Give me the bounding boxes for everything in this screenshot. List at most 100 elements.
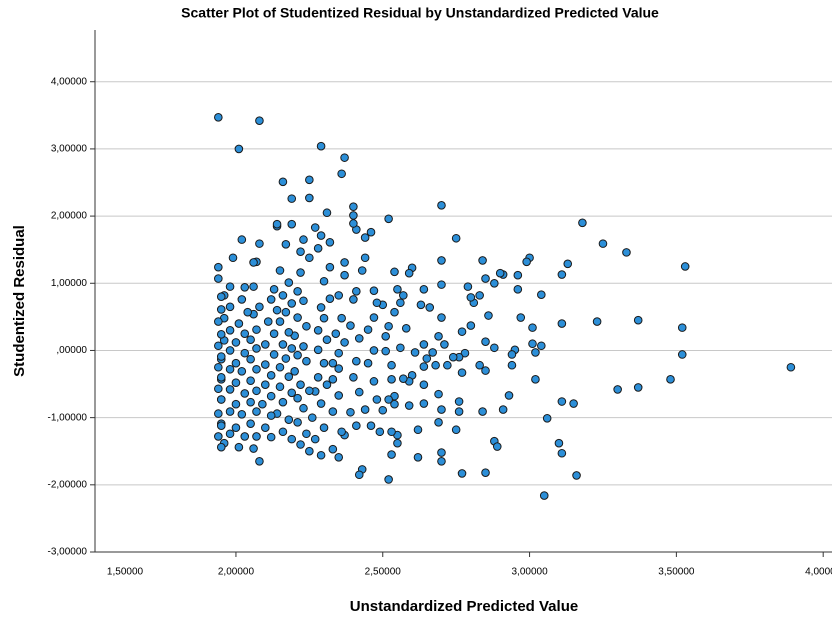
point	[340, 153, 349, 162]
x-tick-label: 2,00000	[218, 567, 255, 578]
point	[216, 373, 226, 382]
point	[454, 397, 464, 406]
point	[490, 343, 499, 353]
point	[319, 276, 329, 286]
point	[307, 413, 317, 422]
point	[378, 405, 388, 415]
point	[680, 262, 690, 271]
point	[498, 405, 508, 414]
point	[246, 335, 255, 345]
point	[677, 323, 687, 332]
point	[240, 348, 250, 358]
point	[504, 391, 514, 400]
point	[216, 305, 226, 314]
point	[299, 235, 308, 244]
point	[413, 452, 423, 462]
point	[384, 214, 393, 224]
point	[513, 270, 523, 280]
point	[214, 262, 223, 272]
point	[542, 414, 552, 423]
point	[214, 274, 223, 283]
point	[281, 240, 291, 249]
point	[366, 421, 376, 430]
point	[363, 325, 373, 334]
point	[278, 291, 288, 300]
point	[269, 350, 279, 359]
point	[466, 293, 476, 302]
point	[243, 307, 252, 317]
point	[422, 354, 432, 363]
point	[431, 360, 440, 370]
point	[299, 403, 308, 413]
point	[384, 395, 393, 404]
point	[349, 295, 358, 304]
point	[419, 285, 429, 294]
point	[275, 266, 285, 275]
point	[437, 280, 446, 289]
point	[272, 219, 282, 229]
point	[302, 356, 311, 366]
point	[252, 364, 261, 374]
point	[369, 313, 379, 322]
point	[484, 311, 493, 320]
point	[216, 395, 226, 404]
point	[293, 418, 302, 427]
point	[237, 366, 247, 376]
point	[516, 313, 526, 322]
point	[319, 358, 329, 368]
point	[337, 313, 346, 323]
point	[437, 201, 446, 210]
point	[554, 438, 564, 448]
point	[263, 317, 273, 326]
point	[340, 270, 349, 280]
y-tick-label: 1,00000	[51, 278, 88, 289]
point	[296, 247, 305, 256]
point	[287, 194, 297, 203]
point	[457, 368, 467, 377]
point	[246, 376, 255, 385]
point	[495, 268, 505, 278]
point	[354, 334, 364, 343]
point	[316, 399, 326, 408]
point	[531, 375, 540, 384]
point	[287, 219, 297, 229]
point	[287, 434, 297, 444]
point	[278, 397, 288, 407]
point	[261, 360, 270, 369]
point	[240, 389, 250, 398]
point	[363, 358, 373, 368]
point	[293, 350, 302, 360]
y-tick-label: 3,00000	[51, 144, 88, 155]
point	[522, 257, 531, 267]
point	[337, 427, 346, 437]
point	[225, 429, 235, 439]
point	[234, 442, 244, 452]
y-tick-label: -1,00000	[48, 412, 88, 423]
point	[419, 362, 429, 371]
point	[225, 346, 235, 355]
point	[352, 356, 361, 366]
point	[319, 423, 329, 433]
point	[240, 283, 250, 292]
point	[478, 256, 487, 265]
point	[360, 233, 370, 242]
point	[334, 364, 344, 373]
point	[399, 374, 408, 383]
point	[404, 268, 414, 278]
point	[572, 471, 581, 480]
point	[448, 352, 458, 362]
point	[401, 323, 411, 333]
point	[313, 244, 323, 253]
point	[481, 468, 490, 478]
point	[305, 193, 314, 203]
point	[231, 378, 241, 388]
point	[507, 360, 517, 370]
point	[252, 386, 261, 396]
point	[381, 346, 390, 356]
point	[434, 332, 443, 341]
point	[425, 303, 435, 312]
point	[372, 395, 382, 404]
point	[299, 342, 308, 351]
point	[305, 175, 314, 185]
